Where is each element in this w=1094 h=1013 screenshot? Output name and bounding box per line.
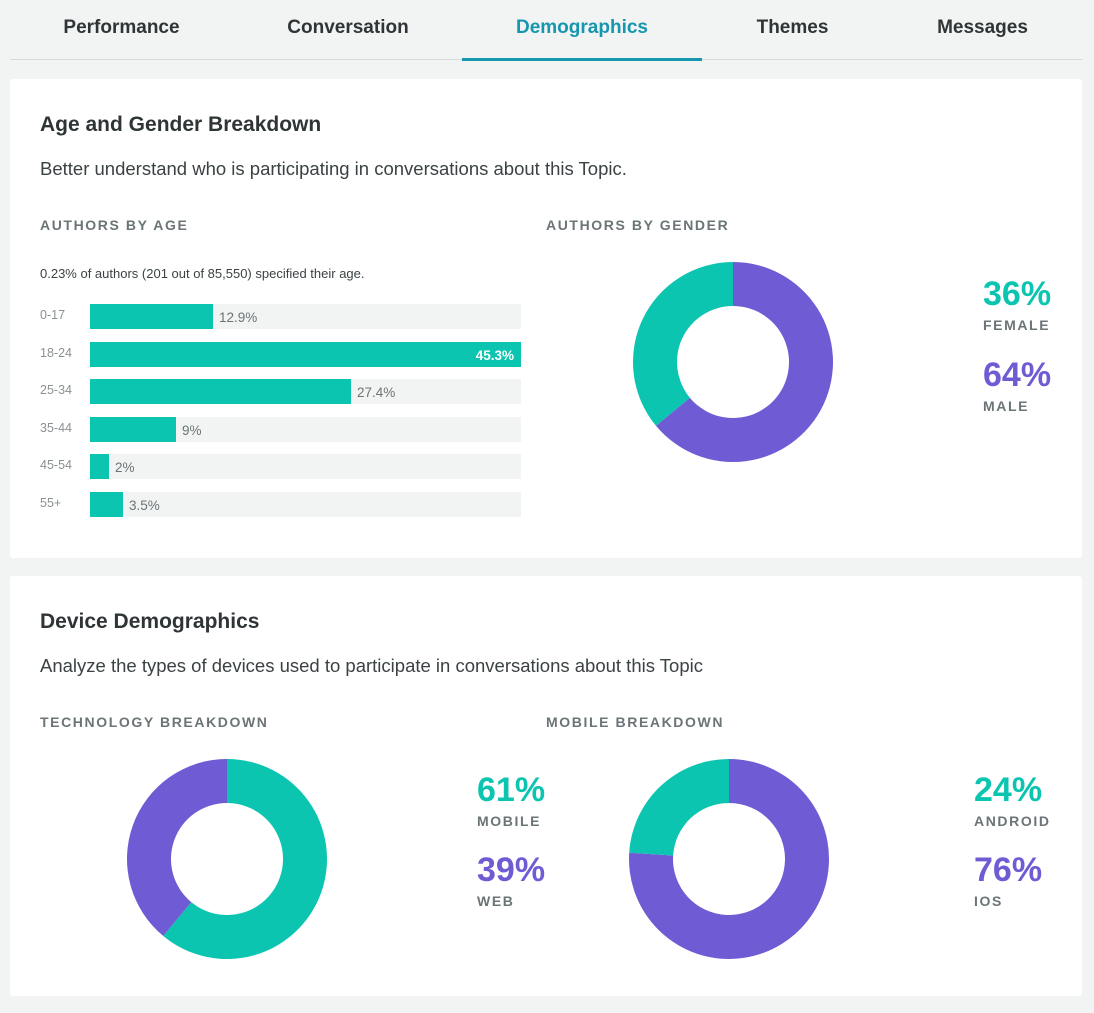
female-slice (633, 262, 733, 426)
mobile-slice (163, 759, 327, 959)
age-row-25-34: 25-34 27.4% (40, 379, 522, 404)
age-note: 0.23% of authors (201 out of 85,550) spe… (40, 266, 365, 281)
gender-donut-chart (633, 262, 833, 462)
age-row-18-24: 18-24 45.3% (40, 341, 522, 367)
web-percent: 39% (477, 851, 546, 889)
age-range-label: 35-44 (40, 420, 72, 435)
tab-demographics[interactable]: Demographics (462, 0, 702, 61)
ios-label: IOS (974, 893, 1003, 909)
age-range-label: 25-34 (40, 383, 72, 397)
android-label: ANDROID (974, 813, 1051, 829)
age-row-55+: 55+ 3.5% (40, 491, 522, 517)
mobile-label: MOBILE (477, 813, 542, 829)
age-bar (90, 379, 351, 404)
female-stat: 36% FEMALE (983, 276, 1051, 333)
age-bar (90, 416, 176, 442)
male-slice (655, 262, 833, 462)
web-slice (127, 759, 227, 937)
tab-themes[interactable]: Themes (756, 17, 829, 38)
age-bar-track: 12.9% (90, 304, 521, 329)
device-title: Device Demographics (40, 610, 260, 633)
male-percent: 64% (983, 356, 1052, 394)
age-bar-value: 27.4% (357, 385, 396, 400)
age-range-label: 55+ (40, 495, 62, 510)
age-bar-track: 9% (90, 416, 521, 442)
age-bar-track: 45.3% (90, 341, 521, 367)
age-bar-track: 2% (90, 454, 521, 479)
age-row-35-44: 35-44 9% (40, 416, 522, 442)
age-range-label: 18-24 (40, 345, 72, 360)
android-slice (629, 759, 729, 856)
technology-breakdown-label: TECHNOLOGY BREAKDOWN (40, 714, 269, 730)
mobile-donut-chart (629, 759, 829, 959)
device-description: Analyze the types of devices used to par… (40, 655, 703, 676)
age-range-label: 0-17 (40, 308, 66, 322)
age-bar-value: 12.9% (219, 310, 258, 325)
male-stat: 64% MALE (983, 357, 1051, 414)
authors-by-age-label: AUTHORS BY AGE (40, 217, 189, 233)
tab-conversation[interactable]: Conversation (287, 17, 409, 38)
age-row-45-54: 45-54 2% (40, 454, 522, 479)
male-label: MALE (983, 398, 1030, 414)
android-percent: 24% (974, 771, 1043, 809)
age-gender-title: Age and Gender Breakdown (40, 113, 322, 136)
age-bar-track: 3.5% (90, 491, 521, 517)
mobile-breakdown-label: MOBILE BREAKDOWN (546, 714, 725, 730)
authors-by-gender-label: AUTHORS BY GENDER (546, 217, 730, 233)
device-demographics-card: Device Demographics Analyze the types of… (10, 576, 1082, 996)
age-row-0-17: 0-17 12.9% (40, 304, 522, 329)
tab-bar: Performance Conversation Demographics Th… (10, 0, 1082, 61)
ios-percent: 76% (974, 851, 1043, 889)
age-bar-value: 3.5% (129, 497, 160, 513)
age-bar (90, 341, 521, 367)
age-bar-value: 2% (115, 460, 135, 475)
age-bar-value: 9% (182, 422, 202, 438)
age-bar-track: 27.4% (90, 379, 521, 404)
age-bar-value: 45.3% (475, 347, 514, 363)
female-percent: 36% (983, 275, 1052, 313)
age-bar (90, 454, 109, 479)
age-gender-card: Age and Gender Breakdown Better understa… (10, 79, 1082, 558)
female-label: FEMALE (983, 317, 1051, 333)
age-gender-description: Better understand who is participating i… (40, 158, 627, 179)
web-label: WEB (477, 893, 515, 909)
tab-performance[interactable]: Performance (63, 17, 180, 38)
tab-messages[interactable]: Messages (937, 17, 1028, 38)
technology-donut-chart (127, 759, 327, 959)
mobile-percent: 61% (477, 771, 546, 809)
web-stat: 39% WEB (477, 852, 545, 909)
android-stat: 24% ANDROID (974, 772, 1051, 829)
age-bar (90, 491, 123, 517)
ios-slice (629, 759, 829, 959)
age-bar (90, 304, 213, 329)
ios-stat: 76% IOS (974, 852, 1042, 909)
age-range-label: 45-54 (40, 458, 72, 472)
mobile-stat: 61% MOBILE (477, 772, 545, 829)
